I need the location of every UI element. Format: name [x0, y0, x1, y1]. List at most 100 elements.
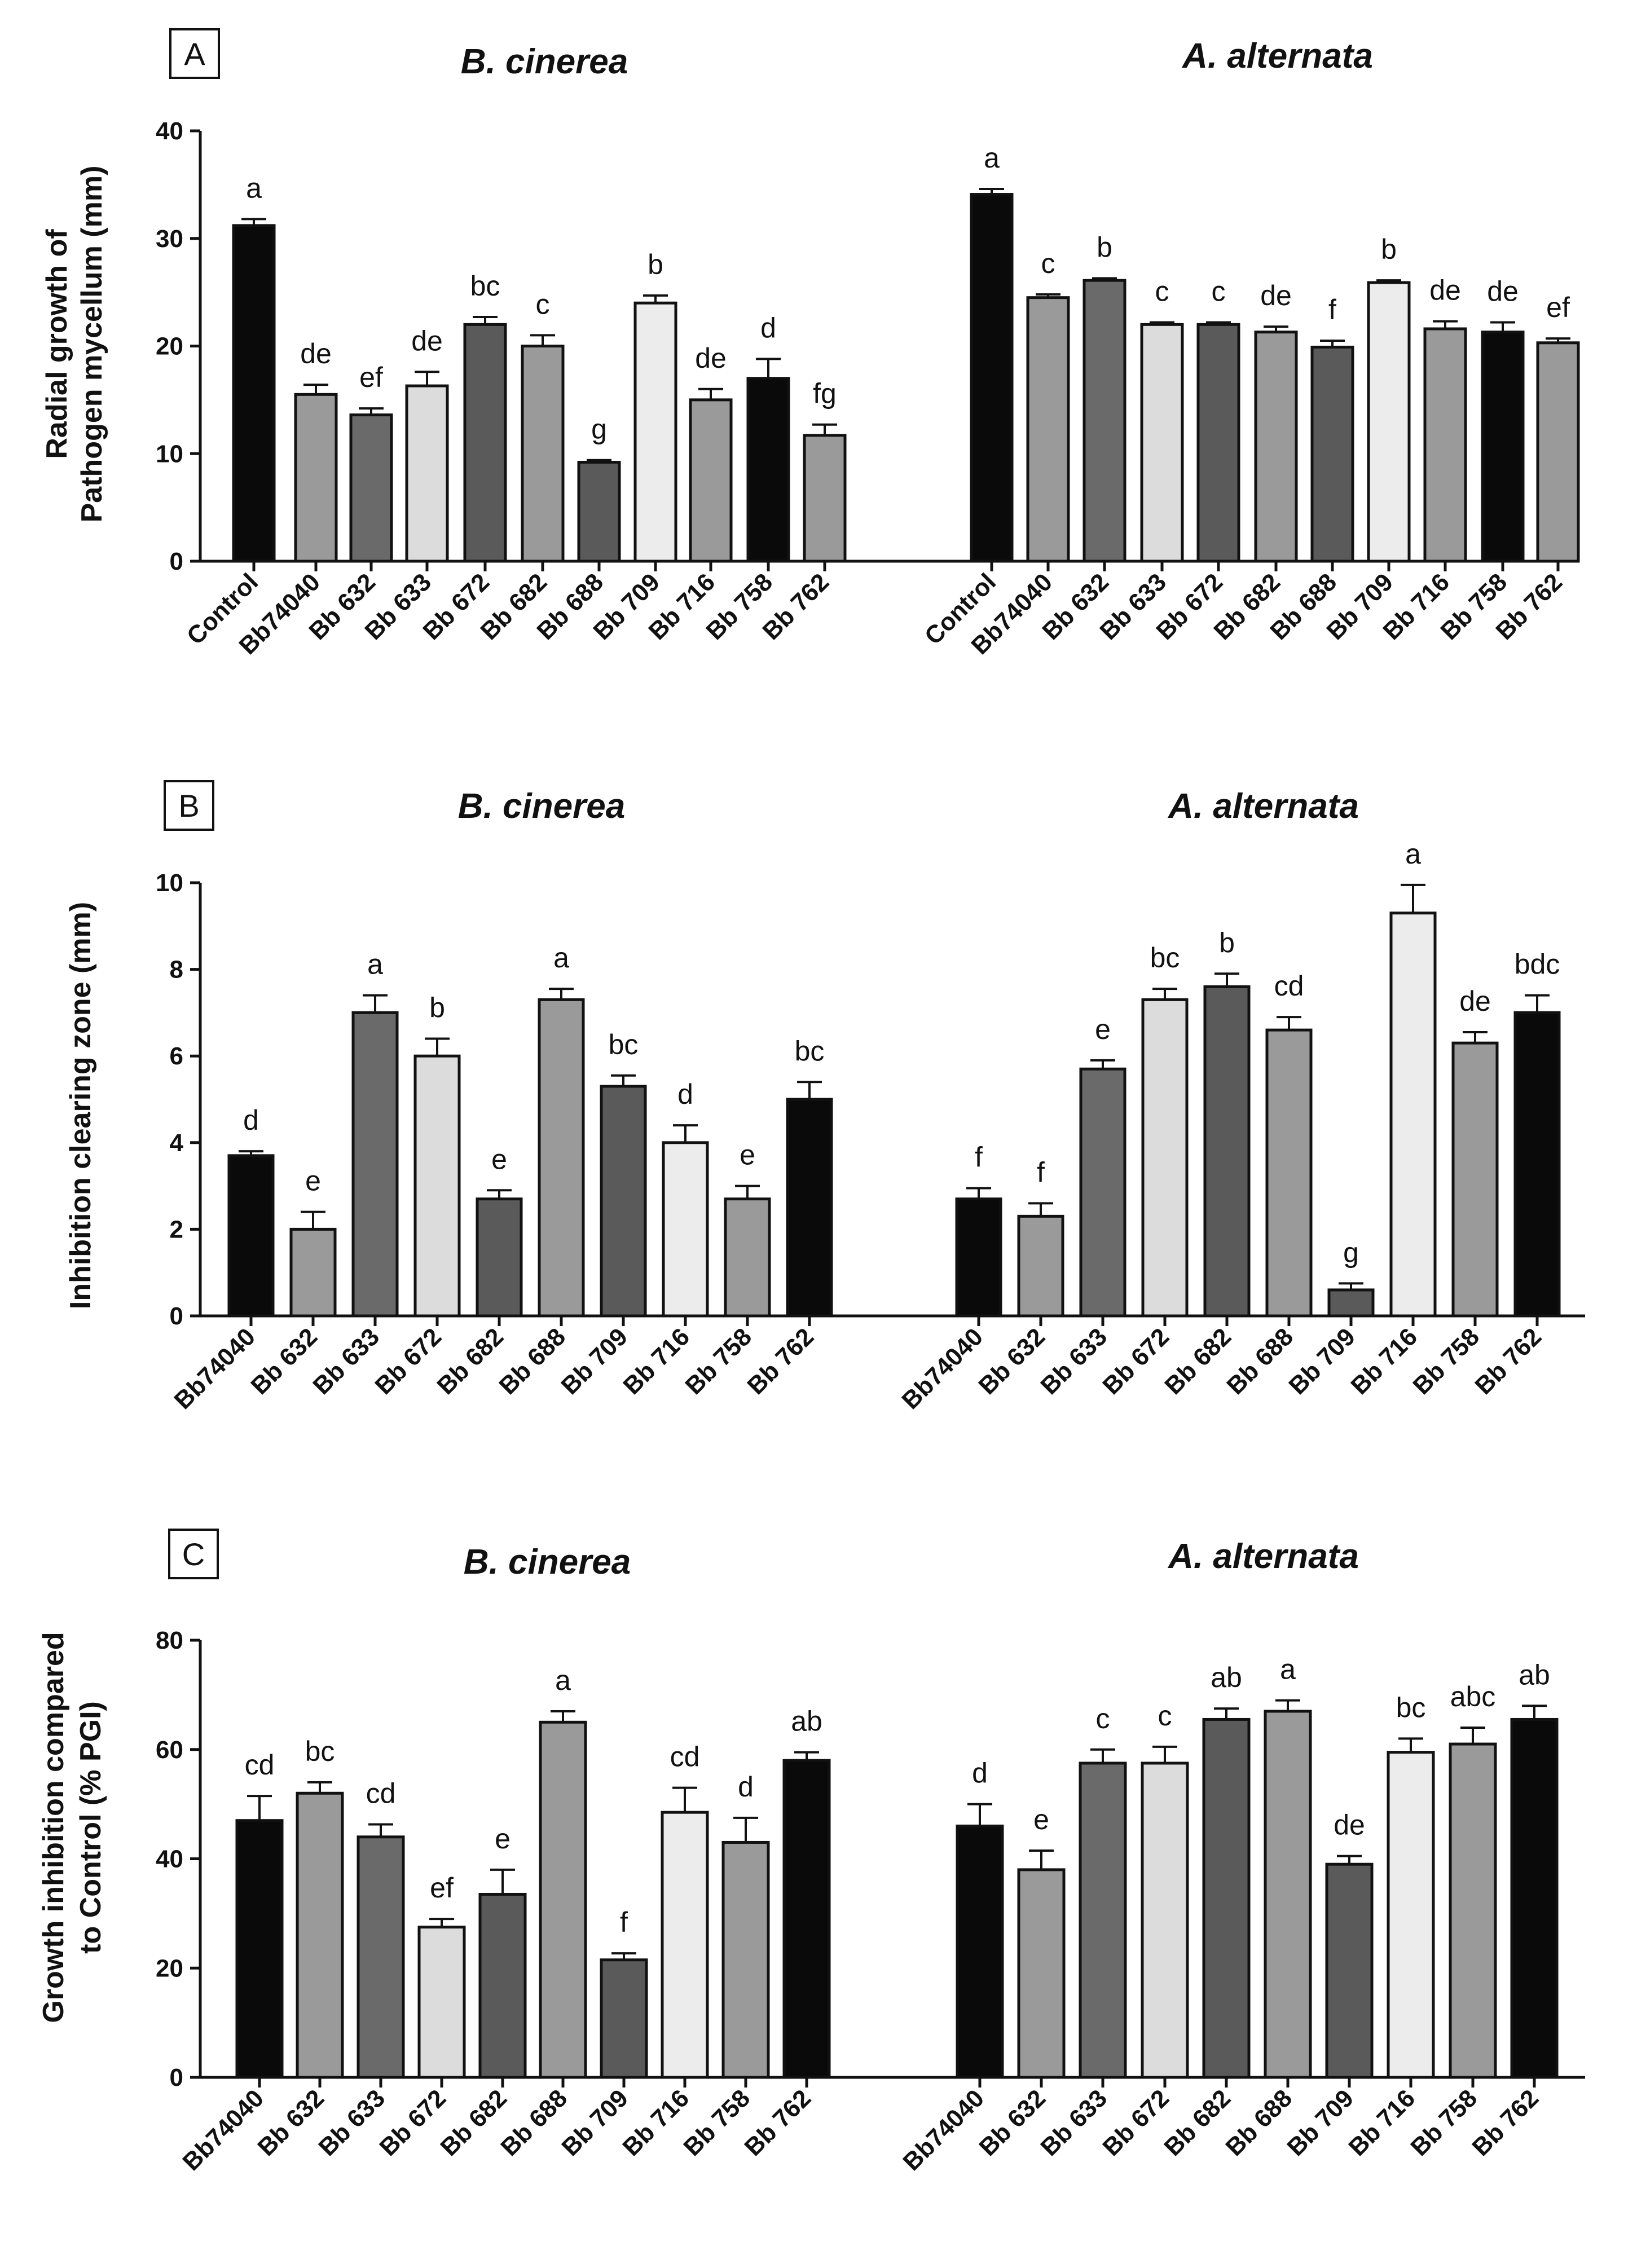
- significance-label: a: [984, 142, 1000, 174]
- category-label: Bb 716: [1345, 1323, 1423, 1400]
- category-label: Bb 632: [252, 2084, 329, 2161]
- category-label: Bb 758: [678, 2084, 755, 2161]
- bar-bb74040: [956, 1824, 1004, 2079]
- significance-label: ef: [1546, 292, 1570, 323]
- category-label: Bb74040: [169, 1323, 261, 1415]
- panel-c-title-left: B. cinerea: [464, 1543, 631, 1582]
- panel-c-ylabel-line1: Growth inhibition compared: [37, 1632, 70, 2023]
- significance-label: cd: [670, 1741, 700, 1773]
- bar-bb688: [539, 1720, 587, 2079]
- significance-label: cd: [1274, 970, 1304, 1002]
- bar-bb632: [289, 1227, 337, 1318]
- significance-label: a: [367, 949, 383, 980]
- bar-bb672: [413, 1054, 461, 1318]
- significance-label: bc: [1396, 1692, 1426, 1723]
- bar-bb682: [478, 1892, 527, 2079]
- panel-b-title-right: A. alternata: [1167, 787, 1359, 826]
- category-label: Bb 633: [307, 1323, 385, 1400]
- significance-label: c: [536, 288, 550, 320]
- panel-a-title-left: B. cinerea: [461, 42, 628, 81]
- category-label: Bb 709: [1282, 2084, 1359, 2161]
- category-label: Bb 682: [1159, 1323, 1236, 1400]
- bar-bb632: [296, 1791, 344, 2079]
- category-label: Bb 633: [313, 2084, 390, 2161]
- bar-bb758: [721, 1840, 770, 2079]
- bar-bb672: [1141, 998, 1189, 1318]
- bar-bb672: [463, 323, 507, 563]
- significance-label: fg: [813, 378, 837, 409]
- panel-a-letter-box: [169, 28, 220, 79]
- y-tick-label: 40: [156, 1846, 183, 1873]
- significance-label: cd: [245, 1749, 275, 1781]
- bar-bb716: [662, 1141, 709, 1318]
- bar-bb682: [1203, 985, 1251, 1318]
- category-label: Bb 672: [1097, 1323, 1174, 1400]
- bar-bb688: [1310, 345, 1354, 563]
- bar-bb74040: [1026, 296, 1070, 563]
- significance-label: c: [1041, 248, 1055, 279]
- panel-c-ylabel-line2: to Control (% PGI): [74, 1701, 107, 1954]
- significance-label: b: [1381, 234, 1397, 265]
- bar-bb633: [1079, 1067, 1126, 1318]
- bar-bb688: [538, 998, 585, 1318]
- significance-label: de: [411, 325, 443, 356]
- category-label: Bb 682: [435, 2084, 512, 2161]
- bar-bb709: [1327, 1288, 1375, 1318]
- bar-bb762: [786, 1098, 833, 1318]
- panel-a-title-right: A. alternata: [1181, 37, 1373, 76]
- significance-label: f: [1037, 1156, 1045, 1188]
- y-tick-label: 10: [156, 869, 183, 897]
- bar-bb633: [1140, 323, 1184, 563]
- bar-bb633: [405, 384, 449, 563]
- significance-label: e: [305, 1165, 321, 1197]
- significance-label: bc: [1150, 942, 1180, 974]
- category-label: Bb 688: [1221, 1323, 1299, 1400]
- panel-c-aalternata-bars: d Bb74040 e Bb 632 c Bb 633 c Bb 672 ab Bb 682 a Bb…: [897, 1654, 1559, 2176]
- category-label: Bb 709: [1283, 1323, 1361, 1400]
- significance-label: f: [620, 1906, 628, 1938]
- category-label: Bb74040: [897, 2084, 989, 2176]
- significance-label: c: [1212, 276, 1226, 307]
- category-label: Bb 709: [556, 2084, 633, 2161]
- significance-label: e: [1033, 1804, 1049, 1835]
- category-label: Bb 688: [1220, 2084, 1297, 2161]
- y-tick-label: 60: [156, 1736, 183, 1764]
- significance-label: ab: [1519, 1659, 1550, 1690]
- significance-label: e: [1095, 1014, 1111, 1045]
- category-label: Bb 716: [617, 2084, 694, 2161]
- significance-label: de: [1487, 276, 1519, 307]
- significance-label: cd: [366, 1777, 396, 1809]
- significance-label: de: [300, 338, 332, 369]
- category-label: Bb 716: [618, 1323, 695, 1400]
- significance-label: de: [1334, 1809, 1365, 1841]
- significance-label: bc: [305, 1736, 335, 1767]
- category-label: Bb 709: [556, 1323, 633, 1400]
- significance-label: bdc: [1515, 949, 1560, 980]
- bar-bb682: [476, 1197, 523, 1318]
- bar-bb762: [1513, 1011, 1561, 1318]
- bar-bb74040: [955, 1197, 1002, 1318]
- category-label: Bb 688: [494, 1323, 571, 1400]
- bar-bb716: [661, 1811, 709, 2079]
- significance-label: d: [243, 1104, 259, 1136]
- category-label: Bb 762: [1467, 2084, 1544, 2161]
- bar-bb74040: [294, 393, 338, 563]
- panel-b-title-left: B. cinerea: [458, 787, 625, 826]
- y-tick-label: 30: [156, 225, 183, 253]
- category-label: Bb 632: [974, 2084, 1051, 2161]
- bar-bb762: [803, 434, 847, 563]
- bar-bb758: [724, 1197, 771, 1318]
- y-tick-label: 0: [170, 2064, 183, 2091]
- significance-label: f: [975, 1141, 983, 1173]
- category-label: Bb 762: [739, 2084, 816, 2161]
- significance-label: a: [1280, 1654, 1296, 1685]
- bar-bb709: [600, 1958, 648, 2079]
- significance-label: e: [740, 1139, 755, 1171]
- y-tick-label: 0: [170, 1302, 183, 1330]
- bar-bb716: [689, 398, 733, 563]
- y-tick-label: 10: [156, 440, 183, 468]
- y-tick-label: 6: [170, 1042, 183, 1070]
- bar-bb633: [357, 1835, 405, 2079]
- panel-a-ylabel-line1: Radial growth of: [41, 229, 73, 459]
